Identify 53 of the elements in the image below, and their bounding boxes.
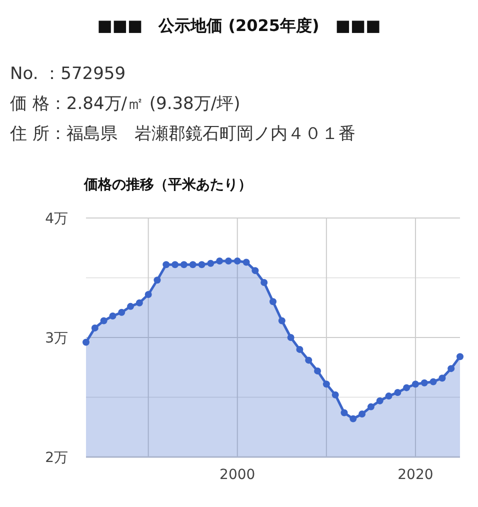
- point: [180, 261, 188, 268]
- point: [207, 260, 214, 267]
- point: [242, 258, 250, 266]
- point: [358, 410, 366, 418]
- point: [438, 374, 446, 382]
- point: [216, 258, 224, 265]
- x-tick-label: 2000: [220, 467, 256, 483]
- point: [118, 308, 126, 316]
- point: [100, 317, 108, 324]
- point: [322, 380, 330, 388]
- point: [367, 403, 374, 410]
- point: [340, 409, 348, 416]
- point: [270, 298, 276, 306]
- point: [189, 261, 196, 268]
- point: [448, 365, 455, 372]
- point: [144, 290, 152, 298]
- y-tick-label: 2万: [45, 450, 68, 466]
- point: [350, 415, 357, 422]
- point: [420, 379, 428, 386]
- point: [456, 353, 464, 360]
- point: [287, 334, 294, 341]
- point: [430, 378, 437, 386]
- point: [305, 356, 312, 364]
- point: [224, 258, 232, 265]
- point: [376, 397, 384, 404]
- point: [385, 392, 392, 400]
- point: [278, 317, 286, 324]
- point: [91, 324, 98, 332]
- y-tick-label: 3万: [45, 330, 68, 346]
- point: [82, 338, 90, 346]
- point: [296, 346, 304, 353]
- point: [394, 388, 402, 396]
- point: [127, 302, 134, 310]
- point: [136, 299, 143, 306]
- y-tick-label: 4万: [45, 211, 68, 227]
- chart-subtitle: 価格の推移（平米あたり）: [83, 177, 252, 193]
- point: [412, 380, 419, 388]
- point: [260, 279, 268, 286]
- point: [314, 367, 322, 374]
- point: [252, 267, 259, 274]
- text: 価 格：2.84万/㎡ (9.38万/坪): [10, 94, 240, 114]
- point: [162, 261, 170, 268]
- x-tick-label: 2020: [398, 467, 434, 483]
- text: No. ：572959: [10, 64, 126, 84]
- point: [172, 261, 179, 268]
- point: [403, 384, 410, 392]
- point: [154, 276, 161, 284]
- point: [234, 258, 241, 265]
- chart-title: ■■■ 公示地価 (2025年度) ■■■: [97, 16, 381, 35]
- point: [109, 312, 116, 320]
- point: [332, 391, 339, 398]
- point: [198, 261, 206, 268]
- text: 住 所：福島県 岩瀬郡鏡石町岡ノ内４０１番: [9, 124, 356, 144]
